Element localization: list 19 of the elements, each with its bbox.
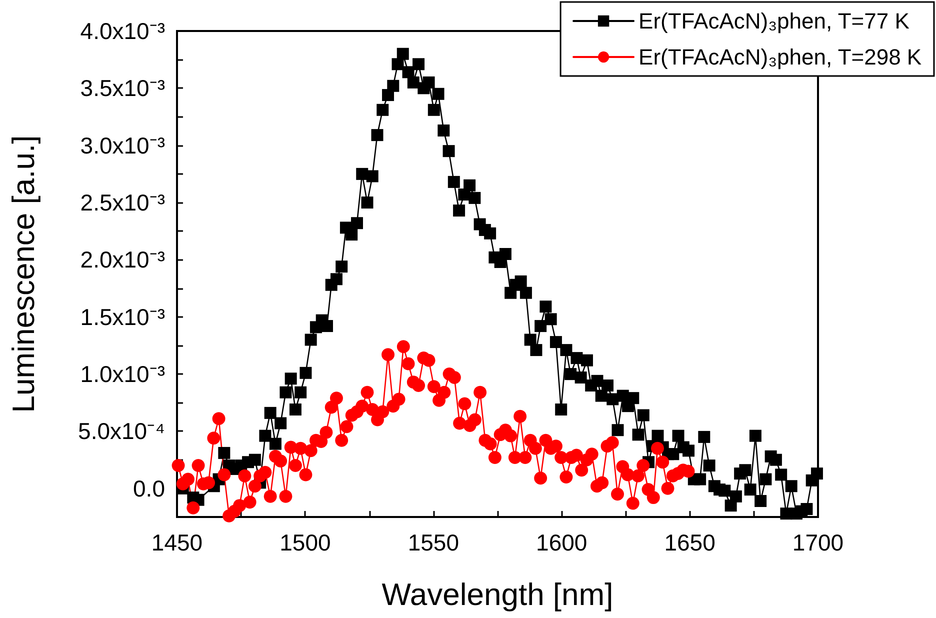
y-axis-title: Luminescence [a.u.] — [6, 135, 41, 413]
legend-label: Er(TFAcAcN)₃phen, T=298 K — [638, 44, 922, 70]
x-tick-label: 1500 — [280, 530, 331, 556]
x-tick-label: 1450 — [151, 530, 203, 556]
y-tick-label: 0.0 — [133, 475, 165, 502]
y-tick-label: 5.0x10⁻⁴ — [78, 418, 165, 444]
y-tick-label: 2.5x10⁻³ — [80, 190, 166, 216]
x-tick-label: 1650 — [664, 530, 716, 556]
y-tick-label: 4.0x10⁻³ — [80, 18, 166, 44]
y-tick-label: 2.0x10⁻³ — [80, 246, 166, 273]
y-tick-label: 1.0x10⁻³ — [80, 361, 166, 388]
y-tick-label: 3.0x10⁻³ — [80, 132, 166, 158]
x-tick-label: 1600 — [536, 530, 588, 556]
y-tick-label: 1.5x10⁻³ — [80, 304, 166, 330]
x-tick-label: 1700 — [792, 530, 844, 556]
legend-label: Er(TFAcAcN)₃phen, T=77 K — [638, 8, 910, 34]
x-axis-title: Wavelength [nm] — [382, 577, 614, 612]
y-tick-label: 3.5x10⁻³ — [80, 75, 166, 102]
x-tick-label: 1550 — [408, 530, 459, 556]
